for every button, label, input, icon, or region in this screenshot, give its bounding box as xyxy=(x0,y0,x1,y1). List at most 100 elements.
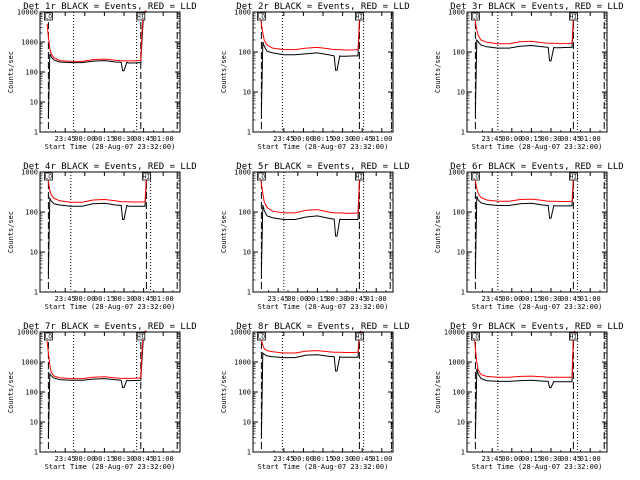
panel-title: Det 9r BLACK = Events, RED = LLD xyxy=(450,322,623,332)
x-axis-label: Start Time (28-Aug-07 23:32:00) xyxy=(472,303,603,311)
x-tick-label: 00:30 xyxy=(113,455,134,463)
series-line-lld xyxy=(473,11,576,45)
series-line-lld xyxy=(473,171,576,202)
y-axis-label: Counts/sec xyxy=(220,371,228,413)
y-tick-label: 1000 xyxy=(234,169,251,177)
y-tick-label: 10 xyxy=(457,419,465,427)
marker-hi-box xyxy=(136,332,146,341)
y-tick-label: 10 xyxy=(243,419,251,427)
x-tick-label: 00:00 xyxy=(74,455,95,463)
x-tick-label: 00:45 xyxy=(346,295,367,303)
plot-frame xyxy=(466,171,608,293)
x-tick-label: 00:30 xyxy=(540,455,561,463)
x-tick-label: 00:30 xyxy=(540,135,561,143)
series-line-events xyxy=(47,171,149,273)
y-tick-label: 100 xyxy=(452,389,465,397)
x-tick-label: 00:00 xyxy=(501,135,522,143)
series-line-lld xyxy=(259,171,362,214)
x-tick-label: 00:45 xyxy=(560,455,581,463)
x-tick-label: 23:45 xyxy=(482,135,503,143)
marker-hi: HI xyxy=(356,334,364,341)
x-axis-label: Start Time (28-Aug-07 23:32:00) xyxy=(472,143,603,151)
marker-hi-box xyxy=(569,332,578,341)
marker-hi: HI xyxy=(356,174,364,181)
x-tick-label: 00:15 xyxy=(94,295,115,303)
series-group xyxy=(46,171,149,273)
panel-det-4r: Det 4r BLACK = Events, RED = LLD 1 10 100 10… xyxy=(7,162,197,311)
x-tick-label: 00:45 xyxy=(133,295,154,303)
series-group xyxy=(259,171,362,273)
panel-det-9r: Det 9r BLACK = Events, RED = LLD 1 10 100 10… xyxy=(434,322,624,471)
x-axis-label: Start Time (28-Aug-07 23:32:00) xyxy=(45,463,176,471)
y-axis-label: Counts/sec xyxy=(7,371,15,413)
x-tick-label: 01:00 xyxy=(371,135,392,143)
panel-det-8r: Det 8r BLACK = Events, RED = LLD 1 10 100 10… xyxy=(220,322,410,471)
x-tick-label: 00:15 xyxy=(521,295,542,303)
y-axis-label: Counts/sec xyxy=(7,211,15,253)
marker-hi-box xyxy=(141,172,151,181)
panel-det-7r: Det 7r BLACK = Events, RED = LLD 1 10 100 10… xyxy=(7,322,197,471)
y-tick-label: 1 xyxy=(247,129,251,137)
x-tick-label: 00:30 xyxy=(113,295,134,303)
series-line-events xyxy=(47,10,147,118)
panel-det-1r: Det 1r BLACK = Events, RED = LLD 1 10 100 10… xyxy=(7,2,197,151)
x-tick-label: 00:45 xyxy=(352,455,373,463)
y-axis-label: Counts/sec xyxy=(7,51,15,93)
x-tick-label: 00:00 xyxy=(74,135,95,143)
y-axis-label: Counts/sec xyxy=(434,211,442,253)
y-tick-label: 1000 xyxy=(448,9,465,17)
x-tick-label: 00:00 xyxy=(293,455,314,463)
marker-hi: HI xyxy=(570,334,578,341)
series-group xyxy=(473,330,576,438)
panel-det-6r: Det 6r BLACK = Events, RED = LLD 1 10 100 10… xyxy=(434,162,624,311)
series-line-events xyxy=(260,330,362,438)
x-tick-label: 00:15 xyxy=(94,455,115,463)
marker-lo: LO xyxy=(472,14,480,21)
y-tick-label: 1000 xyxy=(21,169,38,177)
x-axis-label: Start Time (28-Aug-07 23:32:00) xyxy=(258,143,389,151)
marker-lo-box xyxy=(470,332,480,341)
marker-hi: HI xyxy=(570,14,578,21)
series-group xyxy=(473,11,576,113)
series-line-events xyxy=(47,330,147,438)
y-tick-label: 1000 xyxy=(234,359,251,367)
x-tick-label: 00:00 xyxy=(293,135,314,143)
series-group xyxy=(46,330,147,438)
x-tick-label: 23:45 xyxy=(273,455,294,463)
x-tick-label: 23:45 xyxy=(482,455,503,463)
x-tick-label: 01:00 xyxy=(580,295,601,303)
y-tick-label: 1 xyxy=(247,449,251,457)
y-tick-label: 10 xyxy=(30,249,38,257)
x-tick-label: 00:00 xyxy=(501,295,522,303)
y-tick-label: 10 xyxy=(30,419,38,427)
x-tick-label: 23:45 xyxy=(268,295,289,303)
x-tick-label: 00:45 xyxy=(560,295,581,303)
x-tick-label: 00:15 xyxy=(312,135,333,143)
x-tick-label: 00:45 xyxy=(133,455,154,463)
y-tick-label: 1 xyxy=(461,129,465,137)
x-tick-label: 00:00 xyxy=(287,295,308,303)
marker-lo-box xyxy=(256,332,266,341)
marker-lo-box xyxy=(256,12,266,21)
y-tick-label: 100 xyxy=(452,209,465,217)
x-tick-label: 00:30 xyxy=(332,135,353,143)
panel-title: Det 7r BLACK = Events, RED = LLD xyxy=(23,322,196,332)
y-tick-label: 1000 xyxy=(21,359,38,367)
series-line-lld xyxy=(46,330,147,380)
detector-panels-grid: Det 1r BLACK = Events, RED = LLD11010010… xyxy=(7,2,624,471)
x-tick-label: 23:45 xyxy=(55,135,76,143)
x-tick-label: 23:45 xyxy=(55,295,76,303)
panel-title: Det 5r BLACK = Events, RED = LLD xyxy=(236,162,409,172)
x-tick-label: 23:45 xyxy=(273,135,294,143)
y-tick-label: 1 xyxy=(461,289,465,297)
y-tick-label: 100 xyxy=(452,49,465,57)
y-axis-label: Counts/sec xyxy=(434,51,442,93)
y-tick-label: 10 xyxy=(457,249,465,257)
panel-title: Det 1r BLACK = Events, RED = LLD xyxy=(23,2,196,12)
y-tick-label: 1 xyxy=(247,289,251,297)
plot-frame xyxy=(252,171,394,293)
marker-lo-box xyxy=(44,12,53,21)
marker-lo-box xyxy=(470,172,480,181)
y-tick-label: 10 xyxy=(30,99,38,107)
x-axis-label: Start Time (28-Aug-07 23:32:00) xyxy=(45,143,176,151)
